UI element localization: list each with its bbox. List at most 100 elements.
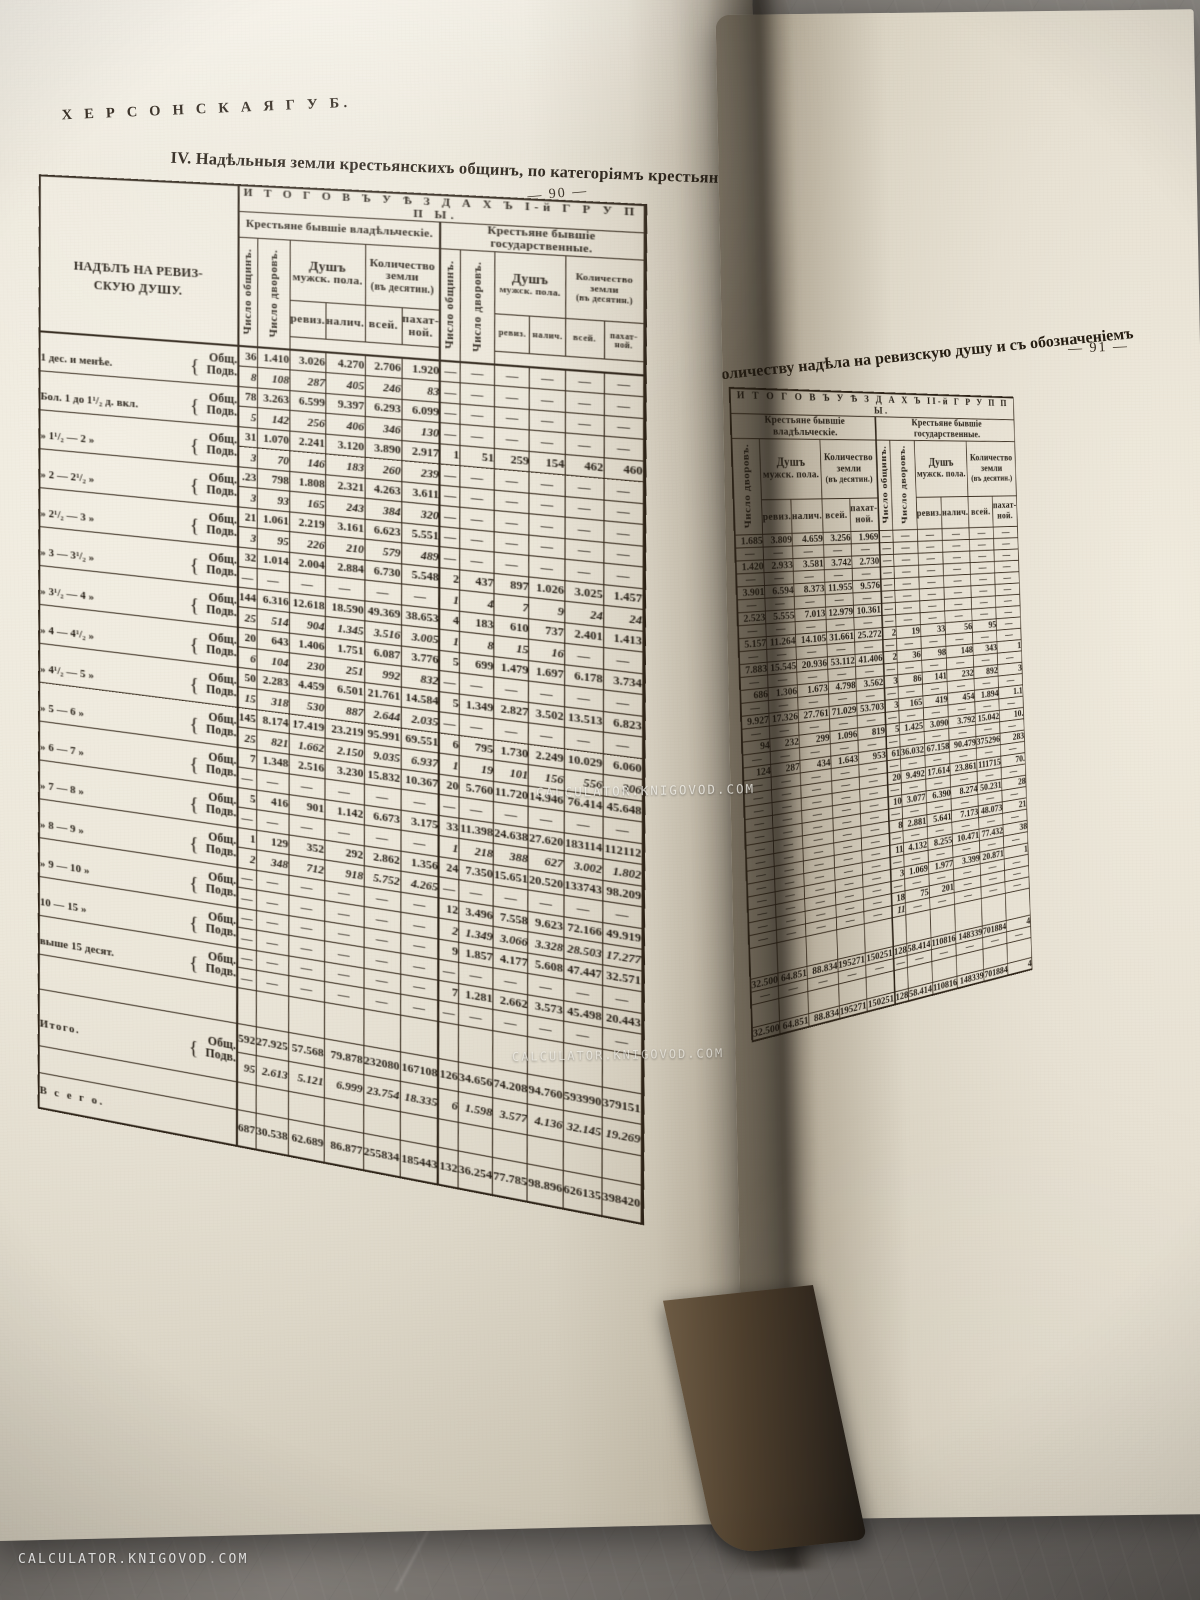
cell-value: 2 [439,567,460,591]
subcol-vsey-3: всей. [825,509,848,521]
table-body-right: 1.685 3.809 4.659 3.256 1.969— — — — — — — — — — — — — —… [734,526,1033,1042]
group-label-gosudarstvennye: Крестьяне бывшіе государственные. [487,224,596,256]
cell-value: 3 [238,486,257,509]
cell-value: 1.410 [257,346,290,371]
cell-value: 25 [237,727,257,750]
cell-value: 15 [237,687,257,710]
cell-value: 2.730 [851,554,881,569]
cell-value: — [942,527,970,541]
cell-value: 3.026 [289,349,326,373]
cell-value: — [440,381,460,404]
cell-value: 287 [289,370,326,394]
subcol-nalich-2: налич. [532,330,563,342]
cell-value: 5 [237,787,257,810]
col-header-dvorov-2: Число дворовъ. [470,261,485,353]
subcol-noy-4: ной. [997,509,1014,521]
cell-value: 3 [238,446,257,469]
cell-value: 2 [882,626,897,640]
cell-value: 21 [238,506,257,529]
cell-value: 4 [439,608,460,632]
cell-value: 2.706 [364,354,402,379]
subcol-nalich-4: налич. [941,506,969,518]
cell-value: 7 [237,747,257,770]
col-header-dush2-4: мужск. пола. [916,468,966,480]
subcol-vsey-4: всей. [970,506,991,518]
cell-value: 126 [438,1058,459,1092]
cell-value: — [916,528,943,542]
cell-value: — [565,369,605,395]
col-header-dvorov-4: Число дворовъ. [897,445,910,525]
cell-value: 2.523 [737,610,766,626]
cell-value: 77.785 [492,1157,528,1202]
cell-value: 95 [237,1052,256,1086]
subcol-vsey-1: всей. [368,317,398,333]
col-header-dvorov-3: Число дворовъ. [740,444,754,529]
cell-value: — [969,526,994,540]
cell-value: 33 [439,815,459,839]
running-head: Х Е Р С О Н С К А Я Г У Б. [61,94,352,124]
cell-value: — [439,484,460,508]
cell-value: 246 [364,375,402,400]
cell-value: — [529,430,565,455]
cell-value: — [439,505,460,529]
cell-value: 142 [257,407,290,431]
cell-value: 4.270 [325,351,365,376]
cell-value: 62.689 [288,1118,324,1163]
table-title: IV. Надѣльныя земли крестьянскихъ общинъ… [170,147,755,189]
cell-value: 50 [237,667,257,690]
subcol-reviz-4: ревиз. [916,507,942,519]
cell-value: 2 [237,847,257,871]
col-header-obshin-3: Число общинъ. [878,446,891,525]
cell-value: 255834 [363,1132,400,1177]
cell-value: — [878,529,894,543]
cell-value: 3 [238,526,257,549]
col-header-dush2-2: мужск. пола. [499,283,561,299]
subcol-nalich-3: налич. [791,509,823,522]
cell-value: 1 [237,827,257,851]
col-header-zemli-4: земли [980,463,1003,474]
cell-value: 6 [438,1088,459,1123]
cell-value: — [881,602,896,616]
cell-value: 1 [439,835,459,860]
cell-value: — [440,360,461,384]
cell-value: — [440,402,460,425]
col-header-dush2-3: мужск. пола. [762,468,820,481]
cell-value: 5 [439,650,460,674]
cell-value: — [459,383,495,407]
cell-value: 6 [237,646,257,670]
cell-value: — [494,364,530,389]
col-header-desyatin-4: (въ десятин.) [971,474,1013,484]
cell-value: — [494,406,530,431]
cell-value: — [440,422,460,446]
cell-value: 32 [238,546,257,569]
cell-value: 1.920 [401,357,441,382]
cell-value: 20 [439,773,459,798]
cell-value: — [459,424,495,449]
cell-value: 98.896 [527,1163,563,1209]
group-label-gosudarstvennye-2: Крестьяне бывшіе государственные. [911,417,982,440]
cell-value: — [879,542,894,555]
cell-value: — [993,526,1018,539]
cell-value: — [439,712,460,736]
cell-value: — [494,385,530,410]
cell-value: 2.933 [763,558,794,573]
cell-value: — [439,794,459,818]
cell-value: 1.070 [256,427,290,451]
col-header-zemli-3: земли [836,462,862,475]
cell-value: 3.263 [257,387,290,411]
cell-value: 128 [894,988,909,1005]
watermark-corner: CALCULATOR.KNIGOVOD.COM [18,1552,249,1567]
cell-value: — [439,546,460,570]
cell-value: 144 [238,586,257,609]
cell-value: — [459,403,495,428]
cell-value: — [603,372,644,398]
cell-value: — [892,529,918,543]
cell-value: — [238,566,257,589]
cell-value: 3.256 [823,531,852,545]
cell-value: 3.901 [736,585,766,600]
cell-value: 4.659 [792,532,824,546]
subcol-reviz-3: ревиз. [762,510,792,523]
cell-value: 626135 [562,1170,602,1216]
cell-value: 1 [439,588,460,611]
cell-value: — [439,464,460,487]
